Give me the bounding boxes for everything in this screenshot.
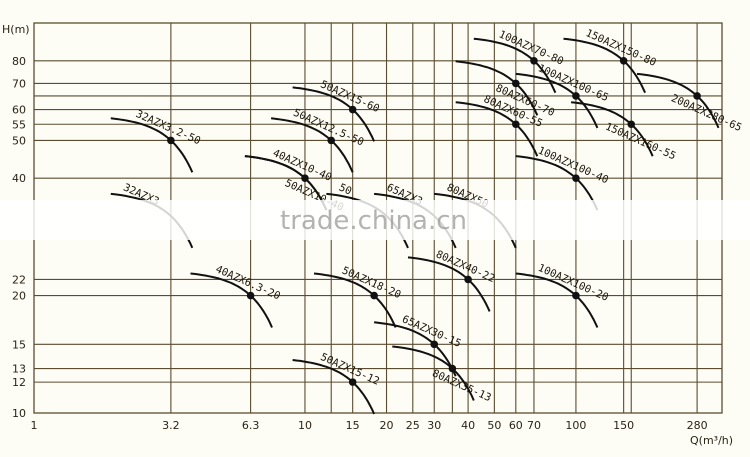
rated-point — [572, 174, 580, 182]
performance-curve — [636, 72, 720, 129]
performance-curve — [563, 37, 647, 94]
x-tick-label: 15 — [346, 419, 360, 432]
performance-curve — [455, 60, 539, 116]
x-tick-label: 30 — [427, 419, 441, 432]
performance-curve — [110, 117, 194, 173]
rated-point — [619, 56, 628, 65]
performance-curve — [270, 117, 354, 173]
rated-point — [530, 56, 538, 65]
x-tick-label: 10 — [298, 419, 312, 432]
x-tick-label: 6.3 — [242, 419, 260, 432]
rated-point — [627, 120, 636, 129]
performance-curve — [455, 101, 539, 157]
y-tick-label: 80 — [12, 55, 26, 68]
rated-point — [370, 291, 378, 300]
rated-point — [167, 136, 175, 145]
performance-curve — [570, 101, 654, 157]
y-tick-label: 12 — [12, 376, 26, 389]
x-tick-label: 3.2 — [162, 419, 180, 432]
performance-curve — [244, 155, 328, 211]
rated-point — [464, 275, 472, 284]
rated-point — [693, 92, 701, 100]
x-tick-label: 70 — [527, 419, 541, 432]
rated-point — [512, 120, 520, 129]
y-tick-label: 55 — [12, 118, 26, 131]
y-tick-label: 50 — [12, 134, 26, 147]
x-tick-label: 60 — [509, 419, 523, 432]
performance-curve — [392, 345, 475, 401]
performance-curve — [292, 86, 376, 142]
rated-point — [572, 92, 580, 100]
rated-point — [572, 291, 580, 300]
rated-point — [448, 364, 457, 373]
performance-curve — [373, 321, 457, 377]
y-tick-label: 70 — [12, 77, 26, 90]
performance-curve — [473, 37, 557, 94]
y-tick-label: 40 — [12, 172, 26, 185]
rated-point — [348, 378, 357, 386]
x-tick-label: 280 — [687, 419, 708, 432]
x-tick-label: 150 — [613, 419, 634, 432]
x-tick-label: 25 — [406, 419, 420, 432]
y-tick-label: 15 — [12, 338, 26, 351]
performance-curve — [292, 359, 376, 415]
rated-point — [327, 136, 336, 145]
curve-label: 50 — [337, 182, 353, 198]
y-tick-label: 10 — [12, 407, 26, 420]
y-tick-label: 13 — [12, 363, 26, 376]
x-tick-label: 40 — [461, 419, 475, 432]
performance-curve — [190, 272, 273, 328]
watermark: trade.china.cn — [280, 206, 467, 236]
performance-curve — [515, 72, 599, 129]
x-tick-label: 20 — [380, 419, 394, 432]
performance-curve — [313, 272, 397, 328]
x-tick-label: 50 — [487, 419, 501, 432]
x-tick-label: 1 — [31, 419, 38, 432]
rated-point — [512, 79, 520, 88]
rated-point — [430, 340, 439, 349]
y-tick-label: 60 — [12, 104, 26, 117]
performance-curve — [515, 155, 599, 211]
performance-curve — [515, 272, 599, 328]
x-axis-label: Q(m³/h) — [690, 434, 733, 447]
performance-curve — [407, 256, 491, 312]
watermark-band — [0, 200, 750, 240]
x-tick-label: 100 — [565, 419, 586, 432]
y-tick-label: 22 — [12, 273, 26, 286]
rated-point — [348, 105, 357, 114]
y-axis-label: H(m) — [2, 23, 30, 36]
rated-point — [246, 291, 255, 300]
y-tick-label: 20 — [12, 290, 26, 303]
